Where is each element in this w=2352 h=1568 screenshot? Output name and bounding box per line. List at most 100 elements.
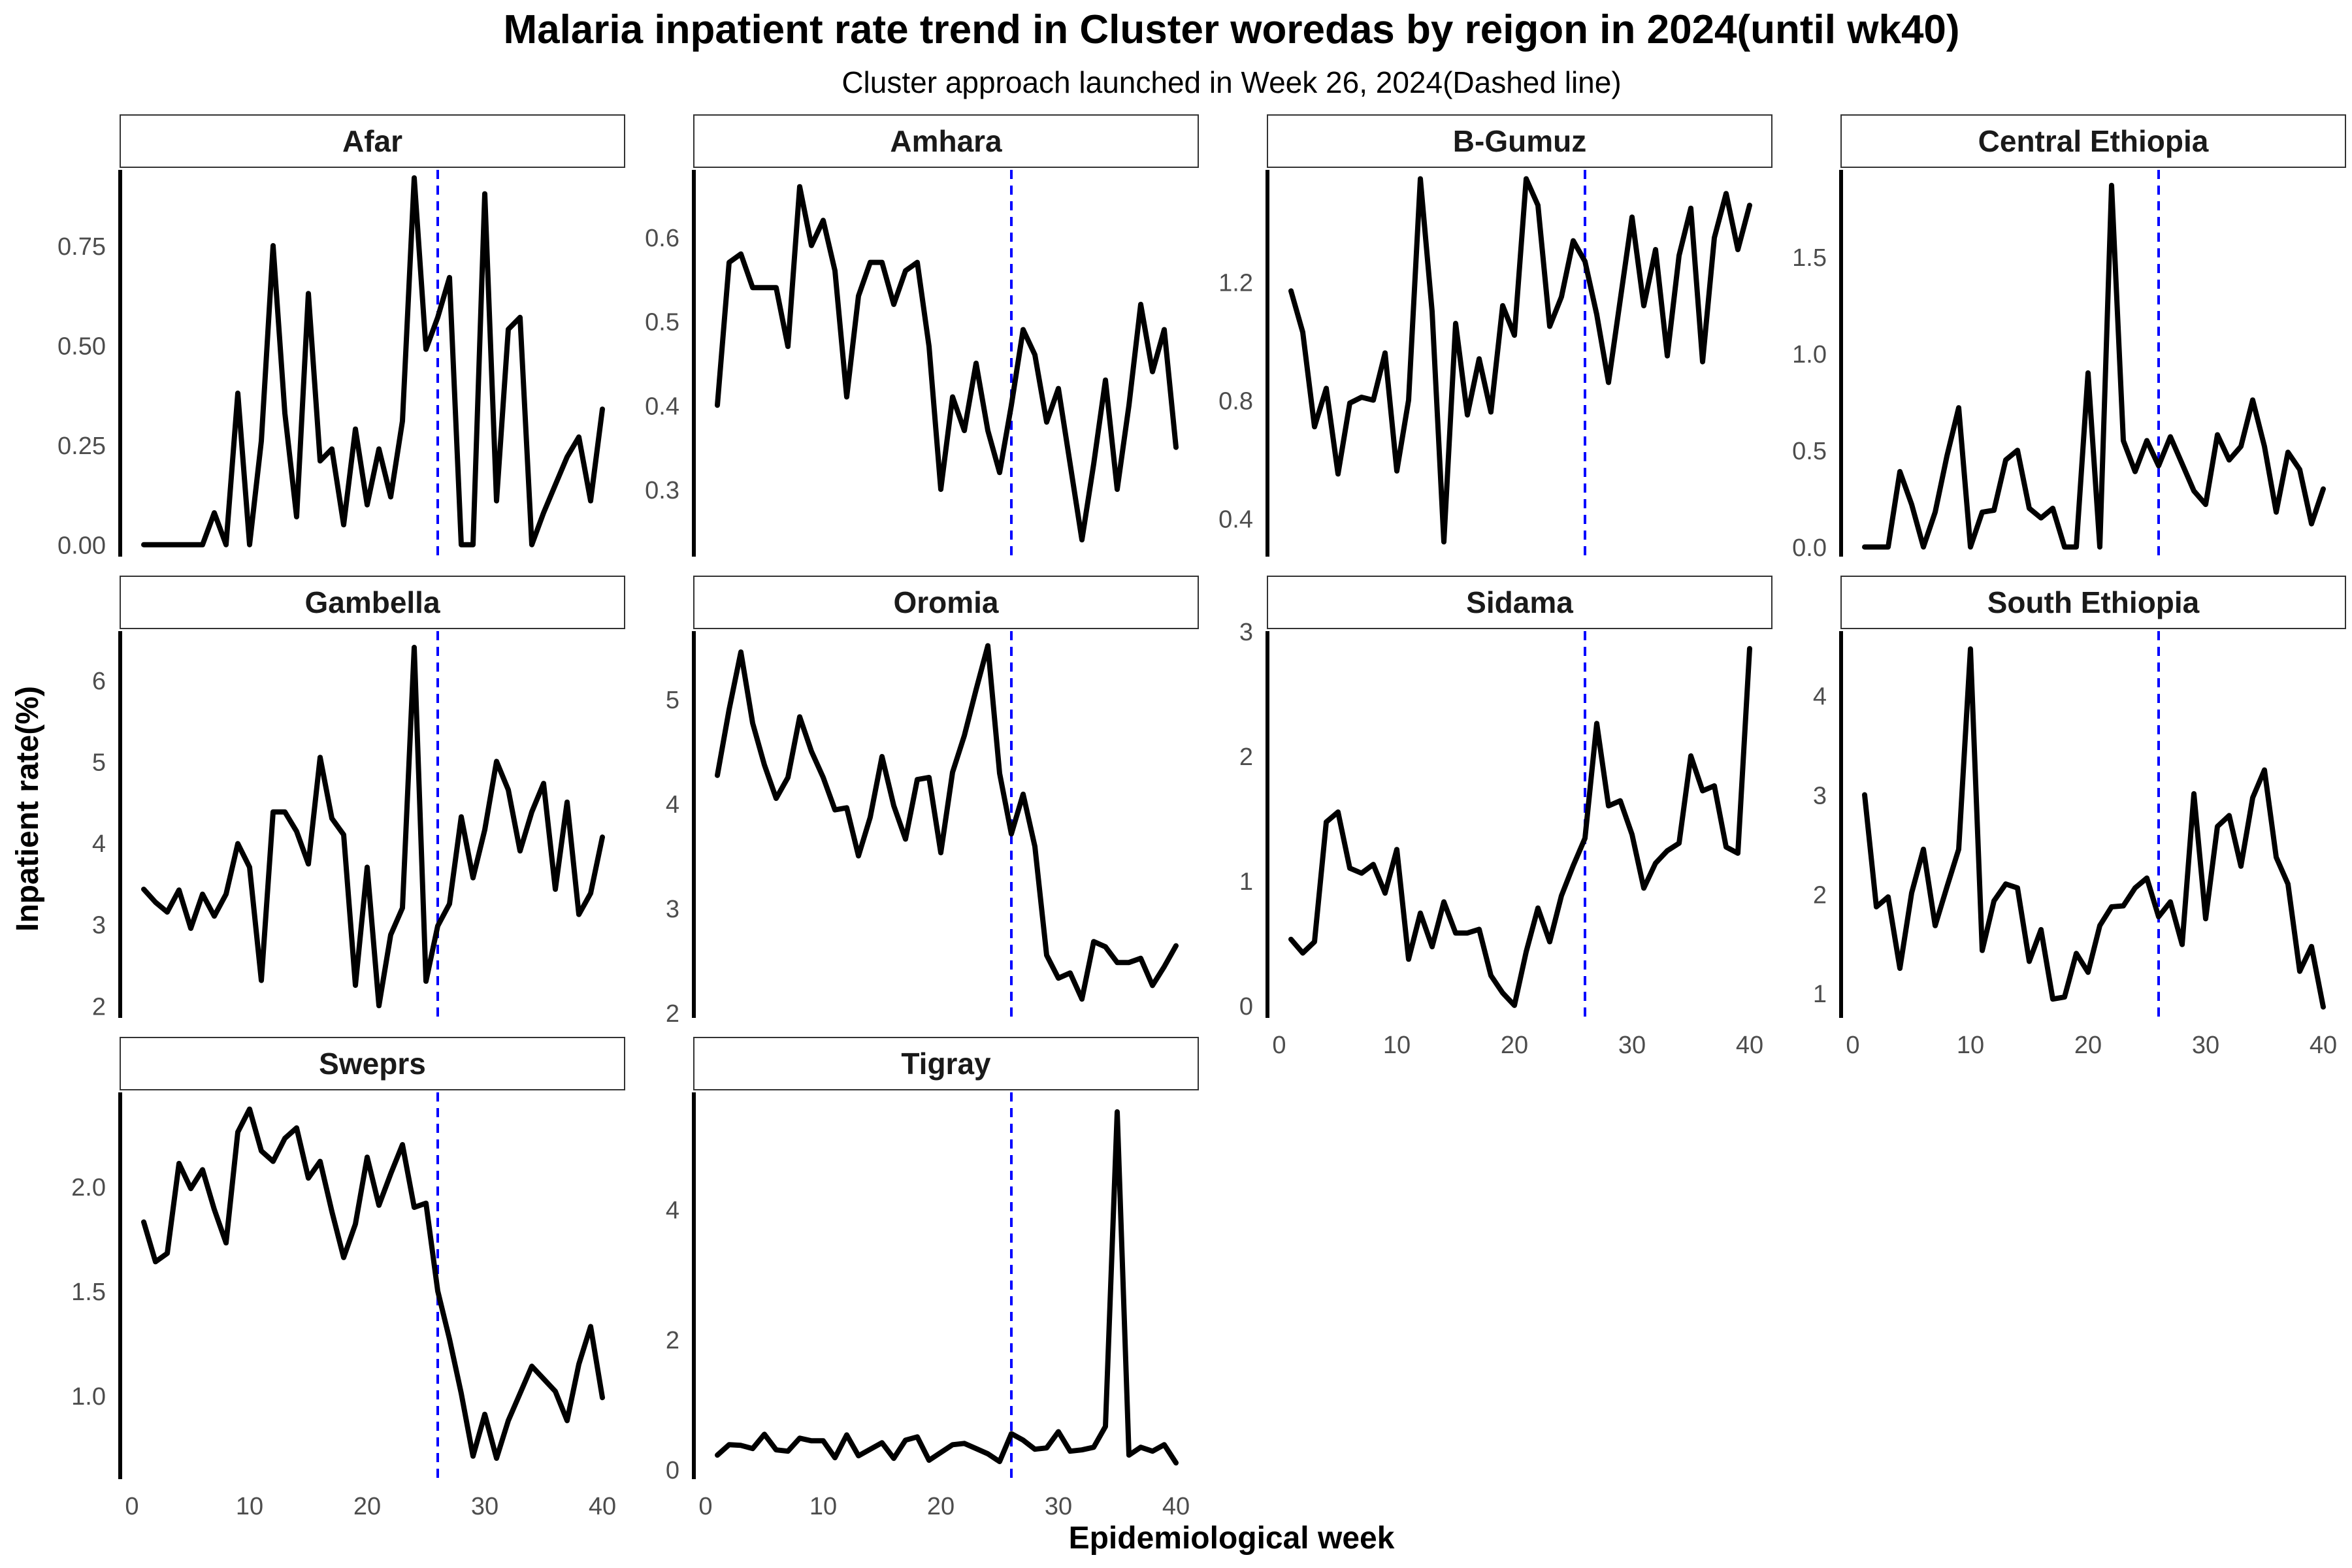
panel-strip: [1267, 576, 1772, 629]
panel-title: Sweprs: [319, 1047, 426, 1081]
panel-gambella: Gambella 2 3 4 5 6: [92, 576, 625, 1021]
x-tick-label: 0: [698, 1493, 712, 1520]
y-tick-label: 0.50: [57, 333, 106, 361]
panel-strip: [1840, 114, 2346, 168]
series-line: [141, 644, 605, 1009]
y-tick-label: 3: [1239, 619, 1253, 646]
x-tick-label: 30: [1045, 1493, 1072, 1520]
panel-title: Tigray: [901, 1047, 991, 1081]
y-tick-label: 6: [92, 668, 106, 695]
y-tick-label: 0: [666, 1457, 679, 1484]
y-tick-label: 0.5: [1792, 438, 1827, 465]
panel-title: Gambella: [304, 585, 440, 619]
y-tick-label: 3: [1813, 782, 1827, 809]
panel-strip: [120, 1037, 625, 1090]
x-tick-label: 0: [1846, 1032, 1859, 1059]
x-tick-label: 30: [2192, 1032, 2219, 1059]
y-tick-label: 1: [1813, 981, 1827, 1008]
panel-strip: [1840, 576, 2346, 629]
facet-panels: Afar0.000.250.500.75Amhara0.30.40.50.6B-…: [57, 114, 2346, 1520]
y-tick-label: 2: [1239, 743, 1253, 771]
panel-afar: Afar 0.00 0.25 0.50 0.75: [57, 114, 625, 560]
y-tick-label: 2: [1813, 881, 1827, 909]
x-tick-label: 30: [1618, 1032, 1646, 1059]
y-tick-label: 1.0: [1792, 341, 1827, 368]
y-tick-label: 2: [666, 1000, 679, 1028]
y-tick-label: 0.25: [57, 433, 106, 460]
panel-title: Sidama: [1466, 585, 1573, 619]
y-tick-label: 1.0: [71, 1383, 106, 1411]
x-tick-label: 30: [471, 1493, 498, 1520]
y-tick-label: 3: [666, 896, 679, 923]
series-line: [1862, 646, 2326, 1010]
y-tick-label: 5: [666, 687, 679, 714]
y-tick-label: 0.8: [1218, 387, 1253, 415]
x-tick-label: 0: [1272, 1032, 1286, 1059]
y-tick-label: 4: [666, 791, 679, 819]
x-tick-label: 40: [589, 1493, 616, 1520]
series-line: [715, 1109, 1179, 1466]
y-tick-label: 3: [92, 912, 106, 939]
x-axis-title: Epidemiological week: [1069, 1521, 1395, 1556]
x-tick-label: 20: [2074, 1032, 2102, 1059]
panel-title: Central Ethiopia: [1978, 124, 2209, 158]
panel-strip: [693, 1037, 1199, 1090]
panel-strip: [120, 576, 625, 629]
series-line: [141, 175, 605, 547]
x-tick-label: 10: [1383, 1032, 1411, 1059]
y-tick-label: 0.6: [645, 225, 679, 252]
y-tick-label: 4: [666, 1197, 679, 1224]
panel-title: South Ethiopia: [1987, 585, 2200, 619]
y-tick-label: 2: [92, 993, 106, 1021]
panel-title: Amhara: [890, 124, 1002, 158]
x-tick-label: 20: [1501, 1032, 1528, 1059]
panel-title: B-Gumuz: [1453, 124, 1586, 158]
y-tick-label: 4: [1813, 683, 1827, 711]
y-tick-label: 1.5: [1792, 244, 1827, 272]
chart-title: Malaria inpatient rate trend in Cluster …: [503, 7, 1959, 52]
y-tick-label: 2.0: [71, 1174, 106, 1201]
y-axis-title: Inpatient rate(%): [10, 686, 45, 932]
panel-strip: [693, 114, 1199, 168]
y-tick-label: 0.3: [645, 477, 679, 504]
panel-sweprs: Sweprs 1.0 1.5 2.0 0 10 20 30 40: [71, 1037, 625, 1520]
x-tick-label: 20: [353, 1493, 381, 1520]
x-tick-label: 10: [1957, 1032, 1984, 1059]
panel-title: Oromia: [893, 585, 998, 619]
panel-strip: [1267, 114, 1772, 168]
panel-oromia: Oromia 2 3 4 5: [666, 576, 1199, 1028]
x-tick-label: 0: [125, 1493, 139, 1520]
x-tick-label: 20: [927, 1493, 955, 1520]
y-tick-label: 0: [1239, 993, 1253, 1021]
chart-subtitle: Cluster approach launched in Week 26, 20…: [841, 65, 1621, 99]
y-tick-label: 1.5: [71, 1279, 106, 1306]
y-tick-label: 0.5: [645, 309, 679, 336]
y-tick-label: 4: [92, 830, 106, 858]
y-tick-label: 0.4: [1218, 506, 1253, 533]
y-tick-label: 2: [666, 1327, 679, 1354]
panel-title: Afar: [342, 124, 402, 158]
panel-strip: [693, 576, 1199, 629]
y-tick-label: 5: [92, 749, 106, 776]
panel-strip: [120, 114, 625, 168]
panel-central-ethiopia: Central Ethiopia 0.0 0.5 1.0 1.5: [1792, 114, 2346, 562]
x-tick-label: 40: [2310, 1032, 2337, 1059]
y-tick-label: 1.2: [1218, 270, 1253, 297]
y-tick-label: 0.00: [57, 532, 106, 560]
panel-amhara: Amhara 0.3 0.4 0.5 0.6: [645, 114, 1199, 557]
series-line: [715, 184, 1179, 543]
series-line: [1288, 176, 1752, 545]
y-tick-label: 1: [1239, 868, 1253, 896]
series-line: [1862, 182, 2326, 550]
series-line: [1288, 645, 1752, 1008]
x-tick-label: 10: [236, 1493, 263, 1520]
panel-b-gumuz: B-Gumuz 0.4 0.8 1.2: [1218, 114, 1772, 557]
series-line: [141, 1106, 605, 1461]
series-line: [715, 643, 1179, 1002]
